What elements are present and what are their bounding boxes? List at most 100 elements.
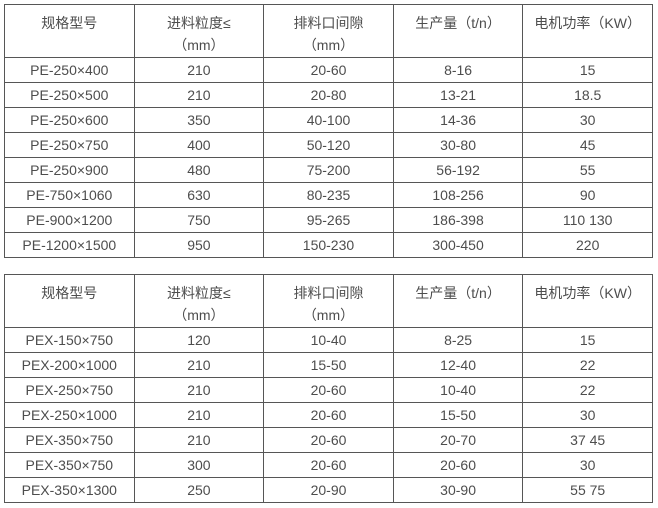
- column-header: 生产量（t/n）: [392, 274, 524, 328]
- table-cell: PEX-350×750: [4, 452, 135, 478]
- table-cell: 90: [522, 182, 653, 208]
- table-cell: PEX-200×1000: [4, 352, 135, 378]
- table-header: 规格型号 进料粒度≤ （mm） 排料口间隙 （mm） 生产量（t/n） 电机功率（KW）: [4, 274, 653, 328]
- column-header-line: 排料口间隙: [293, 285, 364, 301]
- column-header-line: 生产量（t/n）: [415, 285, 501, 301]
- table-cell: 55 75: [522, 477, 653, 503]
- table-cell: 120: [133, 327, 265, 353]
- column-header-line: （mm）: [173, 307, 225, 323]
- table-cell: 15-50: [263, 352, 394, 378]
- table-cell: PE-1200×1500: [4, 232, 135, 258]
- column-header-line: 排料口间隙: [293, 15, 364, 31]
- table-cell: 108-256: [392, 182, 524, 208]
- table-cell: 210: [133, 377, 265, 403]
- column-header-line: 规格型号: [41, 285, 98, 301]
- column-header: 进料粒度≤ （mm）: [133, 274, 265, 328]
- table-row: PEX-250×750 210 20-60 10-40 22: [4, 377, 653, 403]
- column-header: 排料口间隙 （mm）: [263, 4, 394, 58]
- table-cell: 186-398: [392, 207, 524, 233]
- table-cell: 150-230: [263, 232, 394, 258]
- table-cell: 13-21: [392, 82, 524, 108]
- table-cell: 20-90: [263, 477, 394, 503]
- table-cell: 30: [522, 107, 653, 133]
- table-cell: 12-40: [392, 352, 524, 378]
- table-cell: 95-265: [263, 207, 394, 233]
- table-cell: 480: [133, 157, 265, 183]
- column-header: 排料口间隙 （mm）: [263, 274, 394, 328]
- table-cell: 10-40: [392, 377, 524, 403]
- table-cell: 110 130: [522, 207, 653, 233]
- table-row: PE-1200×1500 950 150-230 300-450 220: [4, 232, 653, 258]
- table-cell: 300-450: [392, 232, 524, 258]
- table-cell: PE-750×1060: [4, 182, 135, 208]
- table-cell: 300: [133, 452, 265, 478]
- table-cell: 400: [133, 132, 265, 158]
- table-row: PE-250×750 400 50-120 30-80 45: [4, 132, 653, 158]
- pex-series-spec-table: 规格型号 进料粒度≤ （mm） 排料口间隙 （mm） 生产量（t/n） 电机功率（KW） P…: [4, 274, 653, 503]
- column-header-line: 进料粒度≤: [167, 15, 231, 31]
- table-cell: 14-36: [392, 107, 524, 133]
- table-cell: 80-235: [263, 182, 394, 208]
- table-cell: 20-60: [263, 402, 394, 428]
- table-cell: PEX-350×750: [4, 427, 135, 453]
- column-header-line: 电机功率（KW）: [534, 285, 641, 301]
- table-cell: PE-250×750: [4, 132, 135, 158]
- column-header: 电机功率（KW）: [522, 274, 653, 328]
- table-cell: 250: [133, 477, 265, 503]
- table-cell: PE-250×500: [4, 82, 135, 108]
- table-cell: 22: [522, 377, 653, 403]
- table-cell: PE-250×600: [4, 107, 135, 133]
- table-cell: PEX-250×1000: [4, 402, 135, 428]
- table-cell: 15: [522, 327, 653, 353]
- table-cell: 37 45: [522, 427, 653, 453]
- table-cell: 30: [522, 452, 653, 478]
- table-cell: 30-90: [392, 477, 524, 503]
- table-row: PE-250×600 350 40-100 14-36 30: [4, 107, 653, 133]
- table-row: PEX-150×750 120 10-40 8-25 15: [4, 327, 653, 353]
- column-header: 规格型号: [4, 4, 135, 58]
- table-row: PE-250×900 480 75-200 56-192 55: [4, 157, 653, 183]
- table-row: PE-250×400 210 20-60 8-16 15: [4, 57, 653, 83]
- table-cell: 20-60: [263, 377, 394, 403]
- table-cell: 210: [133, 427, 265, 453]
- table-cell: 210: [133, 57, 265, 83]
- table-cell: 15: [522, 57, 653, 83]
- column-header-line: 进料粒度≤: [167, 285, 231, 301]
- table-row: PEX-350×750 300 20-60 20-60 30: [4, 452, 653, 478]
- table-body: PEX-150×750 120 10-40 8-25 15 PEX-200×1000 210…: [4, 327, 653, 503]
- table-row: PE-250×500 210 20-80 13-21 18.5: [4, 82, 653, 108]
- table-cell: 40-100: [263, 107, 394, 133]
- table-cell: PEX-150×750: [4, 327, 135, 353]
- table-cell: 22: [522, 352, 653, 378]
- table-row: PEX-200×1000 210 15-50 12-40 22: [4, 352, 653, 378]
- column-header-line: 规格型号: [41, 15, 98, 31]
- table-cell: 45: [522, 132, 653, 158]
- table-cell: 950: [133, 232, 265, 258]
- table-cell: 15-50: [392, 402, 524, 428]
- column-header: 电机功率（KW）: [522, 4, 653, 58]
- column-header-line: （mm）: [302, 37, 355, 53]
- table-cell: 210: [133, 82, 265, 108]
- column-header-line: （mm）: [302, 307, 355, 323]
- header-row: 规格型号 进料粒度≤ （mm） 排料口间隙 （mm） 生产量（t/n） 电机功率（KW）: [4, 4, 653, 58]
- table-cell: 210: [133, 352, 265, 378]
- column-header-line: 电机功率（KW）: [534, 15, 641, 31]
- table-cell: 18.5: [522, 82, 653, 108]
- table-cell: 750: [133, 207, 265, 233]
- table-cell: PEX-350×1300: [4, 477, 135, 503]
- column-header: 规格型号: [4, 274, 135, 328]
- table-cell: 220: [522, 232, 653, 258]
- table-row: PE-900×1200 750 95-265 186-398 110 130: [4, 207, 653, 233]
- table-cell: PE-900×1200: [4, 207, 135, 233]
- table-row: PE-750×1060 630 80-235 108-256 90: [4, 182, 653, 208]
- table-cell: 56-192: [392, 157, 524, 183]
- table-cell: 20-80: [263, 82, 394, 108]
- table-row: PEX-250×1000 210 20-60 15-50 30: [4, 402, 653, 428]
- table-cell: 55: [522, 157, 653, 183]
- table-header: 规格型号 进料粒度≤ （mm） 排料口间隙 （mm） 生产量（t/n） 电机功率（KW）: [4, 4, 653, 58]
- table-body: PE-250×400 210 20-60 8-16 15 PE-250×500 210 20-…: [4, 57, 653, 258]
- table-cell: 20-60: [263, 427, 394, 453]
- table-cell: 20-70: [392, 427, 524, 453]
- table-cell: 210: [133, 402, 265, 428]
